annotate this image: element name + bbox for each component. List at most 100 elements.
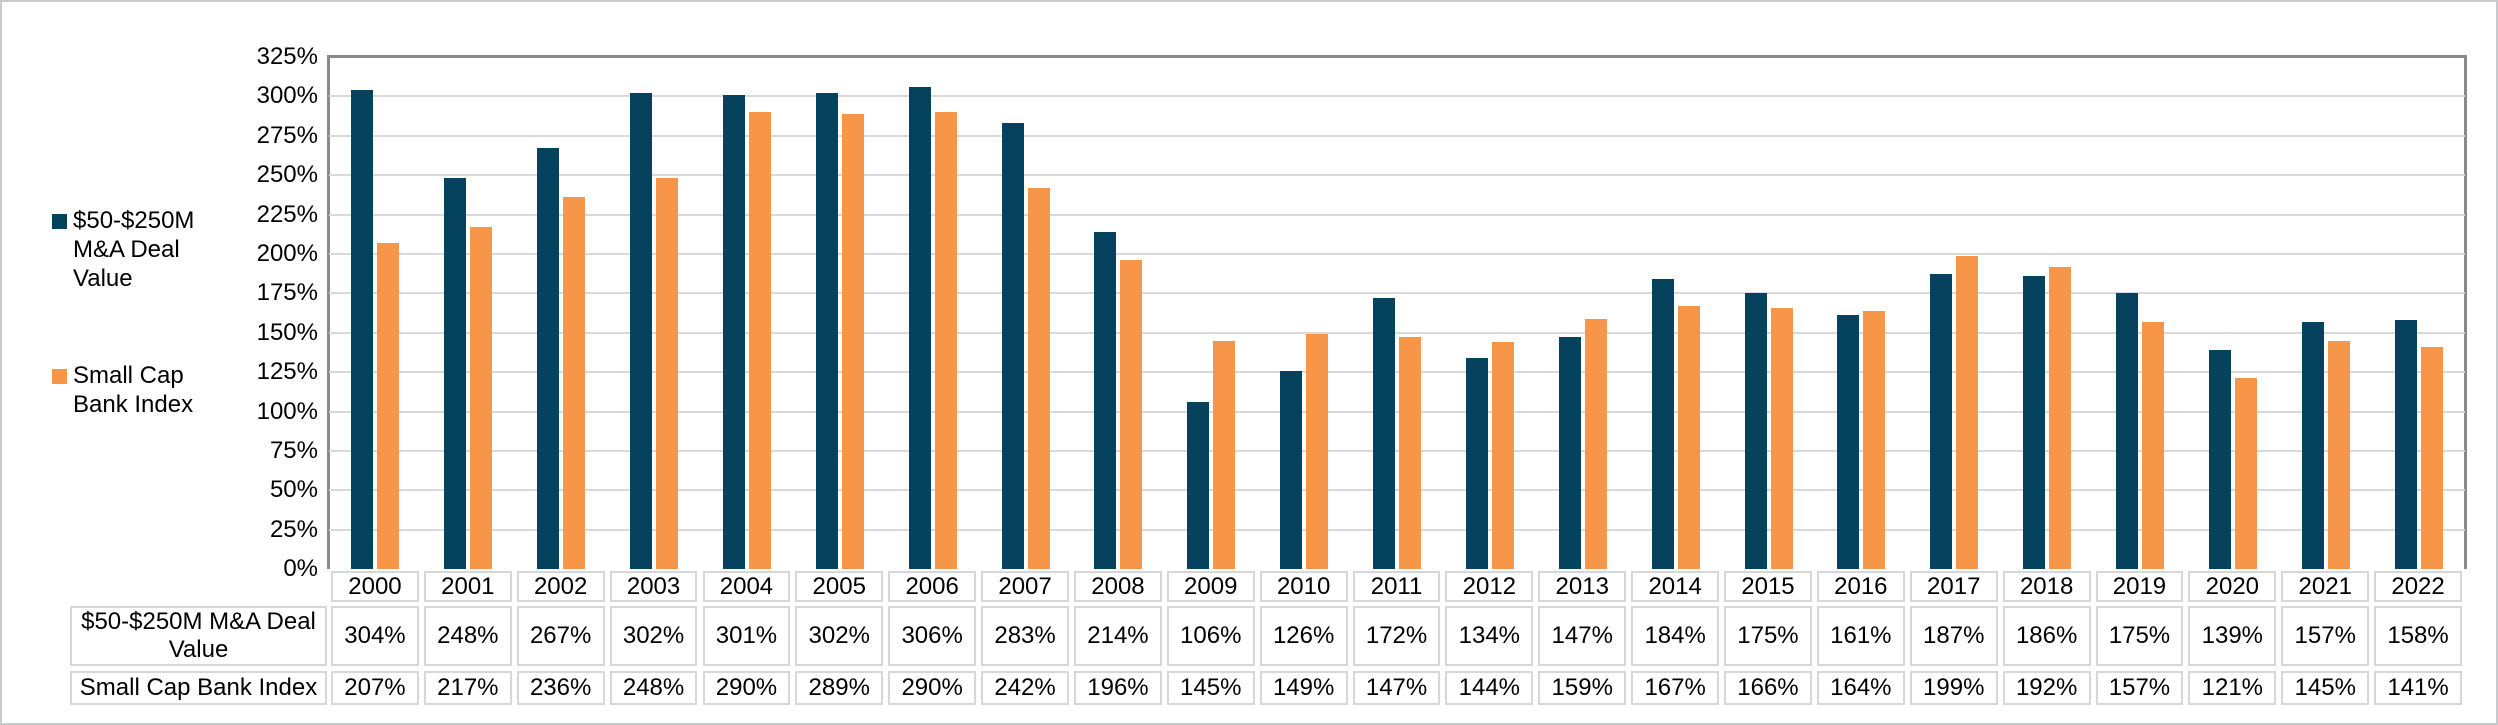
- deal-value-bar-2020: [2208, 350, 2231, 569]
- bank-index-bar-2001: [470, 227, 493, 569]
- bank-index-bar-2016: [1863, 310, 1886, 569]
- table-year-cell-2020: 2020: [2188, 571, 2277, 602]
- table-value-deal-2019: 175%: [2095, 606, 2184, 666]
- table-value-deal-2013: 147%: [1538, 606, 1627, 666]
- y-axis-tick-label: 125%: [256, 358, 318, 386]
- deal-value-bar-2012: [1465, 357, 1488, 569]
- y-axis-tick-label: 175%: [256, 279, 318, 307]
- table-year-cell-2002: 2002: [516, 571, 605, 602]
- bank-index-bar-2006: [934, 112, 957, 569]
- table-row-header-deal-value: $50-$250M M&A Deal Value: [70, 606, 327, 666]
- gridline-300: [329, 95, 2465, 98]
- bank-index-bar-2017: [1956, 255, 1979, 569]
- deal-value-bar-2022: [2394, 320, 2417, 569]
- table-year-cell-2013: 2013: [1538, 571, 1627, 602]
- table-value-deal-2008: 214%: [1074, 606, 1162, 666]
- table-year-cell-2016: 2016: [1816, 571, 1905, 602]
- legend-swatch-bank-index: [52, 369, 67, 384]
- legend-label-deal-value: $50-$250M M&A Deal Value: [73, 207, 195, 292]
- bank-index-bar-2010: [1306, 334, 1329, 569]
- table-value-index-2011: 147%: [1352, 671, 1441, 705]
- table-value-deal-2021: 157%: [2281, 606, 2370, 666]
- plot-area: [327, 55, 2467, 569]
- bank-index-bar-2014: [1677, 305, 1700, 569]
- y-axis-tick-label: 300%: [256, 82, 318, 110]
- y-axis-tick-label: 200%: [256, 239, 318, 267]
- deal-value-bar-2004: [722, 94, 745, 569]
- table-value-deal-2002: 267%: [516, 606, 605, 666]
- deal-value-bar-2006: [908, 86, 931, 569]
- table-value-index-2007: 242%: [981, 671, 1069, 705]
- table-value-deal-2000: 304%: [331, 606, 419, 666]
- table-value-index-2020: 121%: [2188, 671, 2277, 705]
- table-value-deal-2016: 161%: [1816, 606, 1905, 666]
- table-year-cell-2003: 2003: [609, 571, 698, 602]
- table-value-deal-2010: 126%: [1259, 606, 1348, 666]
- table-value-deal-2005: 302%: [795, 606, 884, 666]
- table-year-cell-2000: 2000: [331, 571, 419, 602]
- table-year-cell-2021: 2021: [2281, 571, 2370, 602]
- table-value-deal-2009: 106%: [1166, 606, 1255, 666]
- table-value-index-2002: 236%: [516, 671, 605, 705]
- y-axis-tick-label: 75%: [269, 436, 318, 464]
- bank-index-bar-2002: [563, 197, 586, 569]
- gridline-225: [329, 213, 2465, 216]
- bank-index-bar-2018: [2049, 266, 2072, 569]
- y-axis-tick-label: 250%: [256, 161, 318, 189]
- bank-index-bar-2005: [841, 113, 864, 569]
- table-value-deal-2015: 175%: [1724, 606, 1812, 666]
- table-value-index-2008: 196%: [1074, 671, 1162, 705]
- table-value-deal-2018: 186%: [2002, 606, 2091, 666]
- table-value-index-2004: 290%: [702, 671, 791, 705]
- gridline-50: [329, 489, 2465, 492]
- table-year-cell-2001: 2001: [423, 571, 512, 602]
- table-value-index-2022: 141%: [2374, 671, 2462, 705]
- table-year-cell-2010: 2010: [1259, 571, 1348, 602]
- table-value-index-2000: 207%: [331, 671, 419, 705]
- bank-index-bar-2022: [2420, 346, 2443, 569]
- table-year-cell-2014: 2014: [1631, 571, 1720, 602]
- legend-label-bank-index: Small Cap Bank Index: [73, 362, 194, 418]
- table-value-deal-2003: 302%: [609, 606, 698, 666]
- table-value-index-2017: 199%: [1909, 671, 1998, 705]
- table-value-index-2018: 192%: [2002, 671, 2091, 705]
- table-year-cell-2007: 2007: [981, 571, 1069, 602]
- y-axis-tick-label: 0%: [283, 555, 318, 582]
- gridline-200: [329, 252, 2465, 255]
- bank-index-bar-2007: [1027, 187, 1050, 569]
- table-value-index-2005: 289%: [795, 671, 884, 705]
- table-year-cell-2015: 2015: [1724, 571, 1812, 602]
- table-value-deal-2006: 306%: [888, 606, 977, 666]
- bank-index-bar-2020: [2234, 378, 2257, 569]
- table-value-deal-2004: 301%: [702, 606, 791, 666]
- y-axis-tick-label: 150%: [256, 318, 318, 346]
- bank-index-bar-2009: [1213, 340, 1236, 569]
- deal-value-bar-2018: [2023, 276, 2046, 569]
- deal-value-bar-2005: [815, 93, 838, 569]
- table-value-deal-2012: 134%: [1445, 606, 1534, 666]
- table-value-index-2003: 248%: [609, 671, 698, 705]
- table-year-cell-2019: 2019: [2095, 571, 2184, 602]
- table-value-deal-2020: 139%: [2188, 606, 2277, 666]
- bank-index-bar-2000: [377, 242, 400, 569]
- table-value-deal-2011: 172%: [1352, 606, 1441, 666]
- table-year-cell-2005: 2005: [795, 571, 884, 602]
- y-axis-tick-label: 275%: [256, 121, 318, 149]
- table-value-index-2013: 159%: [1538, 671, 1627, 705]
- bank-index-bar-2019: [2142, 321, 2164, 569]
- gridline-75: [329, 449, 2465, 452]
- table-value-index-2006: 290%: [888, 671, 977, 705]
- bank-index-bar-2004: [748, 112, 771, 569]
- table-year-cell-2018: 2018: [2002, 571, 2091, 602]
- deal-value-bar-2010: [1280, 370, 1303, 569]
- deal-value-bar-2016: [1837, 315, 1860, 569]
- gridline-150: [329, 331, 2465, 334]
- table-year-cell-2004: 2004: [702, 571, 791, 602]
- bank-index-bar-2003: [656, 178, 678, 569]
- table-year-cell-2006: 2006: [888, 571, 977, 602]
- table-value-index-2012: 144%: [1445, 671, 1534, 705]
- bank-index-bar-2008: [1120, 260, 1143, 569]
- bank-index-bar-2015: [1770, 307, 1793, 569]
- gridline-125: [329, 371, 2465, 374]
- table-row-header-bank-index: Small Cap Bank Index: [70, 671, 327, 705]
